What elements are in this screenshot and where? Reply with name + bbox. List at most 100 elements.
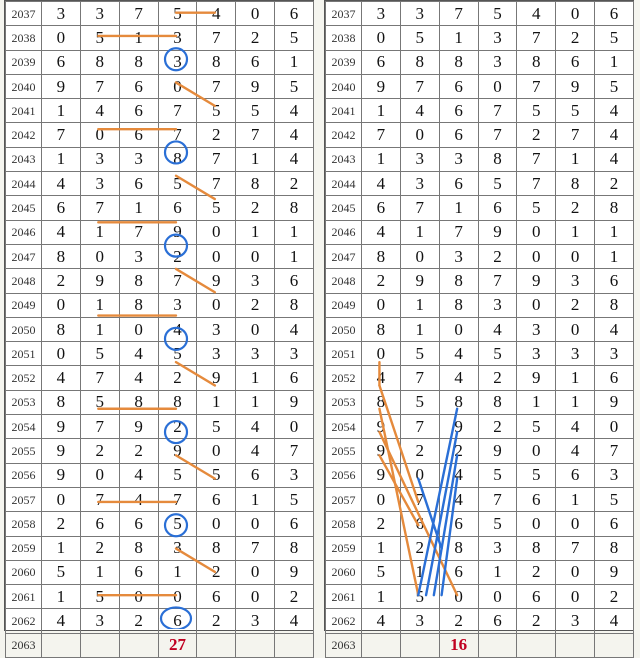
row-index: 2052 [6,366,42,390]
row-index: 2044 [6,172,42,196]
cell: 4 [595,317,634,341]
cell: 8 [517,50,556,74]
cell: 8 [119,536,158,560]
cell: 2 [362,512,401,536]
cell: 2 [236,293,275,317]
table-row: 20431338714 [6,147,314,171]
table-row: 20624326234 [6,609,314,633]
cell: 3 [158,26,197,50]
cell: 6 [236,50,275,74]
cell: 5 [595,487,634,511]
cell: 7 [275,439,314,463]
row-index: 2046 [326,220,362,244]
cell: 4 [119,463,158,487]
cell: 5 [80,390,119,414]
cell [478,633,517,657]
cell: 1 [197,390,236,414]
row-index: 2039 [6,50,42,74]
table-row: 20611500602 [326,585,634,609]
cell: 9 [517,366,556,390]
cell [236,633,275,657]
table-row: 20411467554 [326,99,634,123]
cell: 1 [556,366,595,390]
cell: 3 [517,317,556,341]
cell: 8 [362,244,401,268]
cell: 2 [556,293,595,317]
cell: 2 [517,609,556,633]
cell: 0 [236,512,275,536]
table-row: 20591283878 [6,536,314,560]
cell: 4 [275,317,314,341]
cell: 1 [80,293,119,317]
cell: 8 [158,390,197,414]
cell: 0 [517,244,556,268]
row-index: 2053 [6,390,42,414]
table-row: 20570747615 [326,487,634,511]
cell [80,633,119,657]
table-row: 20444365782 [6,172,314,196]
cell: 2 [478,366,517,390]
cell: 7 [400,366,439,390]
cell: 6 [595,269,634,293]
cell: 0 [42,26,81,50]
row-index: 2062 [326,609,362,633]
cell: 7 [439,2,478,26]
cell: 2 [400,439,439,463]
row-index: 2047 [326,244,362,268]
cell: 7 [80,415,119,439]
cell: 9 [362,74,401,98]
cell: 8 [439,390,478,414]
cell: 1 [158,560,197,584]
cell: 7 [236,123,275,147]
row-index: 2056 [6,463,42,487]
cell: 4 [362,366,401,390]
cell: 1 [236,366,275,390]
table-row: 20409760795 [326,74,634,98]
cell: 3 [158,293,197,317]
cell: 1 [595,244,634,268]
cell: 8 [119,293,158,317]
table-row: 20524742916 [6,366,314,390]
cell: 8 [439,269,478,293]
table-row: 20559229047 [326,439,634,463]
cell: 6 [439,172,478,196]
table-row: 20591283878 [326,536,634,560]
row-index: 2063 [6,633,42,657]
cell: 6 [275,512,314,536]
cell: 9 [42,439,81,463]
cell: 4 [439,366,478,390]
cell: 5 [275,74,314,98]
row-index: 2037 [326,2,362,26]
cell: 0 [197,293,236,317]
cell: 9 [197,269,236,293]
cell: 9 [362,463,401,487]
cell: 7 [517,172,556,196]
cell: 3 [478,50,517,74]
cell: 1 [236,487,275,511]
cell: 5 [400,585,439,609]
cell: 7 [197,172,236,196]
cell: 4 [275,147,314,171]
cell: 1 [80,560,119,584]
table-row: 20508104304 [6,317,314,341]
cell: 1 [42,585,81,609]
cell: 2 [236,196,275,220]
cell: 0 [400,463,439,487]
table-row: 20490183028 [6,293,314,317]
cell: 3 [595,463,634,487]
cell: 7 [236,536,275,560]
cell: 0 [236,244,275,268]
cell: 5 [197,196,236,220]
cell: 6 [517,585,556,609]
cell: 8 [517,536,556,560]
cell: 9 [158,220,197,244]
cell: 0 [556,2,595,26]
cell: 6 [119,560,158,584]
cell: 8 [400,50,439,74]
cell: 3 [439,244,478,268]
cell: 5 [517,99,556,123]
cell: 6 [362,196,401,220]
cell: 6 [158,196,197,220]
cell: 2 [119,609,158,633]
cell: 1 [42,99,81,123]
